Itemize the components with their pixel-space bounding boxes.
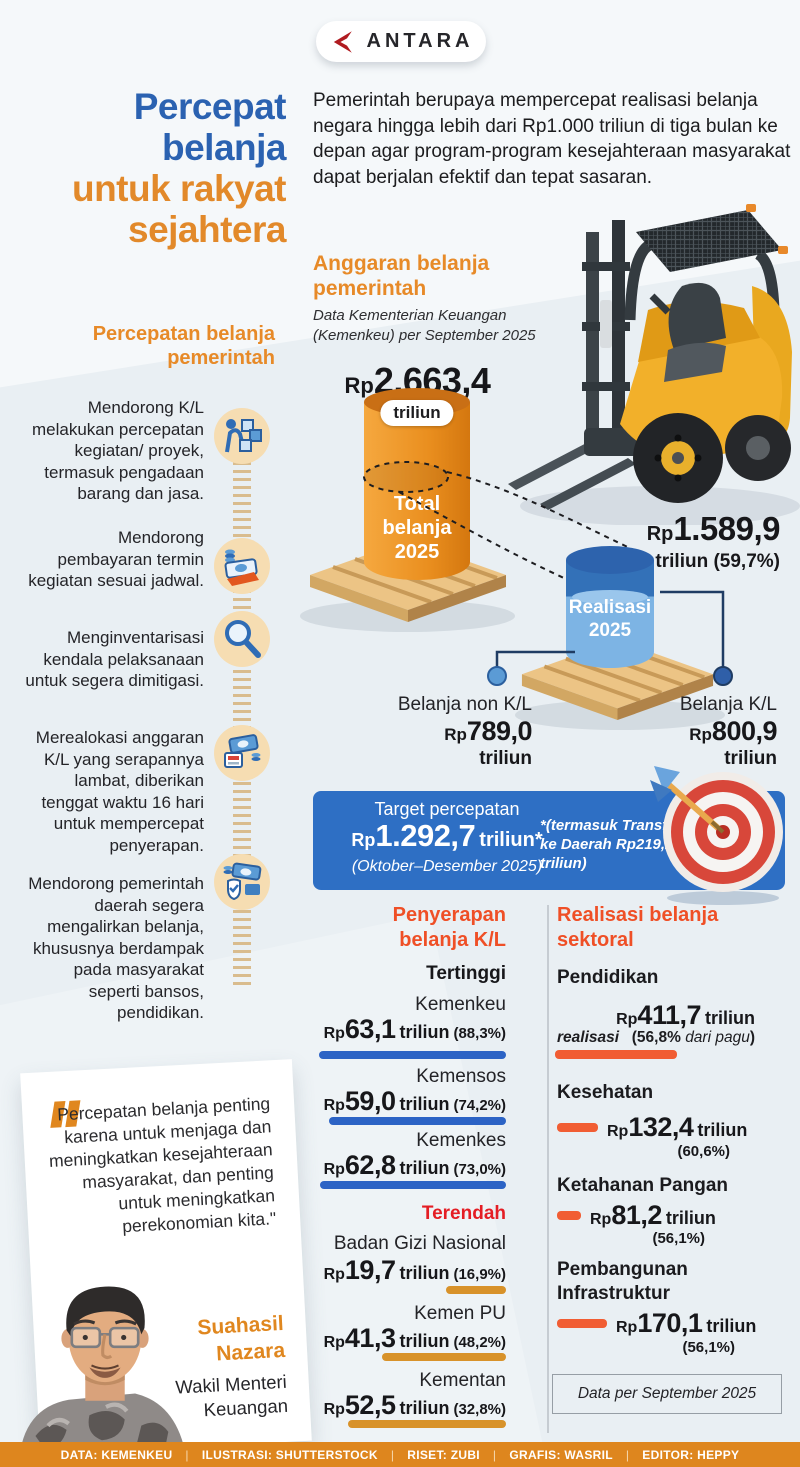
data-footnote-box: Data per September 2025 <box>552 1374 782 1414</box>
title-line-4: sejahtera <box>128 209 287 250</box>
intro-paragraph: Pemerintah berupaya mempercepat realisas… <box>313 90 791 188</box>
kl-entry-value: Rp59,0 triliun (74,2%) <box>323 1086 506 1116</box>
belanja-kl-callout: Belanja K/L Rp800,9 triliun <box>679 694 778 769</box>
kl-entry-bar <box>320 1181 506 1189</box>
sector-name: Pendidikan <box>557 967 659 988</box>
kl-entry-name: Badan Gizi Nasional <box>333 1233 506 1254</box>
realisasi-cylinder-top <box>566 546 654 574</box>
anggaran-heading: Anggaran belanja pemerintah <box>313 252 490 300</box>
total-belanja-cylinder-label: Total belanja 2025 <box>382 493 452 563</box>
callout-connectors <box>480 575 740 690</box>
percepatan-item-text: Menginventarisasi kendala pelaksanaan un… <box>25 628 204 690</box>
forklift-illustration <box>500 190 800 526</box>
sector-pct: (56,1%) <box>682 1339 735 1356</box>
sector-pct: (56,1%) <box>652 1230 705 1247</box>
sector-value-row: Rp81,2 triliun <box>557 1200 716 1231</box>
column-divider <box>547 905 549 1433</box>
wooden-pallet-right <box>520 638 715 728</box>
kl-entry-name: Kemensos <box>416 1066 506 1087</box>
sector-pct: (56,8% dari pagu) <box>631 1029 755 1046</box>
kl-entry-value: Rp63,1 triliun (88,3%) <box>323 1014 506 1044</box>
kl-entry-bar <box>348 1420 506 1428</box>
title-line-1: Percepat <box>133 86 287 127</box>
kl-entry-name: Kemenkeu <box>415 994 506 1015</box>
anggaran-source-note: Data Kementerian Keuangan (Kemenkeu) per… <box>313 307 536 344</box>
antara-logo: ANTARA <box>316 21 486 62</box>
tertinggi-label: Tertinggi <box>426 963 506 984</box>
realisasi-label: realisasi <box>557 1029 620 1046</box>
magnifier-icon <box>214 611 270 667</box>
realisasi-value: Rp1.589,9 <box>646 510 781 547</box>
sector-value: Rp411,7 triliun <box>616 1000 755 1030</box>
sector-bar <box>555 1050 677 1059</box>
total-belanja-cylinder <box>364 402 470 580</box>
antara-logo-text: ANTARA <box>366 30 474 52</box>
sector-bar <box>557 1211 581 1220</box>
terendah-label: Terendah <box>421 1203 506 1224</box>
payment-icon <box>214 538 270 594</box>
kl-entry-name: Kementan <box>419 1370 506 1391</box>
kl-entry-name: Kemen PU <box>414 1303 506 1324</box>
target-period: (Oktober–Desember 2025) <box>351 858 543 875</box>
title-line-3: untuk rakyat <box>71 168 287 209</box>
target-value: Rp1.292,7 triliun* <box>351 818 543 853</box>
kl-entry-value: Rp19,7 triliun (16,9%) <box>323 1255 506 1285</box>
kl-entry-bar <box>382 1353 506 1361</box>
percepatan-item-text: Mendorong pemerintah daerah segera menga… <box>28 874 204 1022</box>
sector-name: Ketahanan Pangan <box>557 1175 729 1196</box>
total-belanja-unit-pill: triliun <box>380 400 454 426</box>
kl-entry-bar <box>446 1286 506 1294</box>
quote-text: Percepatan belanja penting karena untuk … <box>48 1093 277 1237</box>
reallocation-icon <box>214 725 270 781</box>
page-title: Percepat belanja untuk rakyat sejahtera <box>26 86 287 250</box>
kl-entry-name: Kemenkes <box>416 1130 506 1151</box>
antara-arrow-icon <box>329 27 359 57</box>
sector-name: Kesehatan <box>557 1082 654 1103</box>
percepatan-item-text: Mendorong pembayaran termin kegiatan ses… <box>28 528 204 590</box>
percepatan-item-text: Merealokasi anggaran K/L yang serapannya… <box>35 728 204 855</box>
realisasi-cylinder <box>566 560 654 668</box>
sector-value-row: Rp170,1 triliun <box>557 1308 756 1339</box>
realisasi-cylinder-label: Realisasi 2025 <box>568 597 652 641</box>
disbursement-icon <box>214 854 270 910</box>
kl-entry-value: Rp62,8 triliun (73,0%) <box>323 1150 506 1180</box>
target-label: Target percepatan <box>374 799 520 819</box>
percepatan-item-text: Mendorong K/L melakukan percepatan kegia… <box>31 398 204 503</box>
title-line-2: belanja <box>162 127 287 168</box>
sector-name: Pembangunan Infrastruktur <box>557 1259 688 1304</box>
sector-value-row: Rp132,4 triliun <box>557 1112 747 1143</box>
target-note: *(termasuk Transfer ke Daerah Rp219,2 tr… <box>540 817 682 872</box>
kl-entry-value: Rp41,3 triliun (48,2%) <box>323 1323 506 1353</box>
sector-bar <box>557 1319 607 1328</box>
realisasi-cylinder-band <box>572 590 648 604</box>
dartboard-icon <box>648 762 798 907</box>
belanja-non-kl-callout: Belanja non K/L Rp789,0 triliun <box>397 694 533 769</box>
dashed-slice-guides <box>355 448 665 598</box>
footer-credits: DATA: KEMENKEU | ILUSTRASI: SHUTTERSTOCK |… <box>0 1442 800 1467</box>
sector-bar <box>557 1123 598 1132</box>
kl-entry-bar <box>319 1051 506 1059</box>
sector-pct: (60,6%) <box>677 1143 730 1160</box>
kl-entry-value: Rp52,5 triliun (32,8%) <box>323 1390 506 1420</box>
kl-entry-bar <box>329 1117 506 1125</box>
worker-boxes-icon <box>214 408 270 464</box>
suahasil-nazara-portrait <box>14 1270 196 1462</box>
penyerapan-heading: Penyerapan belanja K/L <box>392 904 506 951</box>
realisasi-unit: triliun (59,7%) <box>655 551 780 572</box>
percepatan-heading: Percepatan belanja pemerintah <box>92 323 275 369</box>
sektoral-heading: Realisasi belanja sektoral <box>557 904 719 951</box>
